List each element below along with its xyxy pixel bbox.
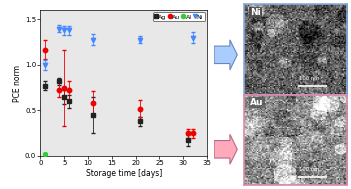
Legend: Ag, Au, Al, Ni: Ag, Au, Al, Ni xyxy=(153,12,205,21)
Text: Au: Au xyxy=(250,98,264,107)
Text: 100 nm: 100 nm xyxy=(299,76,320,81)
FancyArrow shape xyxy=(214,40,237,70)
Text: 100 nm: 100 nm xyxy=(299,167,320,172)
FancyArrow shape xyxy=(214,134,237,164)
Y-axis label: PCE norm: PCE norm xyxy=(13,65,22,102)
X-axis label: Storage time [days]: Storage time [days] xyxy=(86,169,162,178)
Text: Ni: Ni xyxy=(250,8,261,17)
